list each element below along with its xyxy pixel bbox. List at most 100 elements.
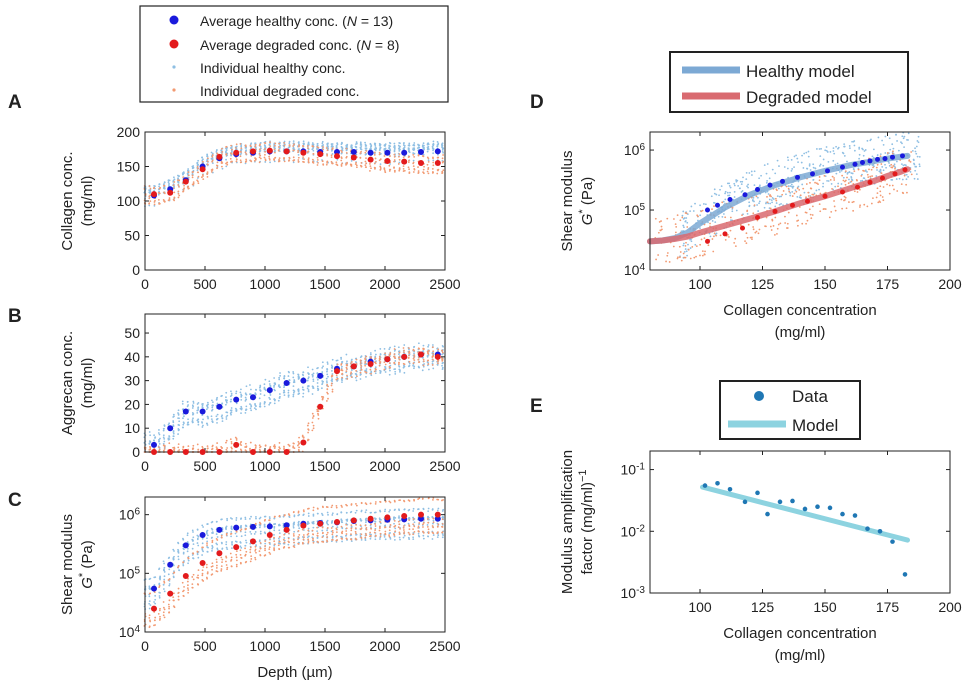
individual-degraded-point	[364, 524, 367, 527]
individual-healthy-point	[822, 164, 825, 167]
individual-degraded-point	[752, 226, 755, 228]
individual-healthy-point	[172, 437, 175, 440]
individual-healthy-point	[321, 142, 324, 145]
panel-letter-d: D	[530, 92, 544, 113]
individual-degraded-point	[287, 537, 290, 540]
individual-degraded-point	[321, 536, 324, 539]
individual-healthy-point	[326, 370, 328, 373]
individual-healthy-point	[417, 144, 420, 147]
individual-healthy-point	[370, 371, 373, 374]
individual-degraded-point	[360, 364, 362, 367]
individual-degraded-point	[159, 186, 162, 189]
individual-degraded-point	[283, 142, 286, 144]
individual-degraded-point	[288, 444, 291, 447]
individual-degraded-point	[875, 166, 878, 169]
individual-healthy-point	[746, 185, 748, 188]
individual-degraded-point	[201, 176, 203, 179]
individual-healthy-point	[168, 435, 171, 438]
individual-healthy-point	[287, 391, 290, 394]
individual-degraded-point	[302, 534, 305, 536]
individual-degraded-point	[379, 521, 382, 523]
individual-healthy-point	[207, 417, 209, 420]
individual-degraded-point	[191, 586, 194, 589]
individual-healthy-point	[436, 145, 438, 148]
individual-healthy-point	[724, 190, 727, 193]
individual-degraded-point	[369, 531, 372, 534]
individual-healthy-point	[684, 248, 687, 250]
individual-degraded-point	[297, 542, 300, 545]
individual-degraded-point	[754, 231, 757, 234]
individual-degraded-point	[888, 184, 891, 187]
individual-healthy-point	[245, 149, 248, 152]
individual-degraded-point	[369, 165, 372, 168]
individual-degraded-point	[264, 545, 267, 547]
individual-degraded-point	[335, 535, 338, 538]
avg-degraded-point	[283, 449, 290, 455]
individual-healthy-point	[211, 546, 214, 548]
individual-degraded-point	[268, 548, 271, 551]
individual-healthy-point	[311, 142, 314, 144]
individual-healthy-point	[383, 347, 386, 350]
individual-healthy-point	[215, 418, 218, 421]
individual-healthy-point	[263, 386, 266, 389]
avg-degraded-point	[151, 449, 157, 455]
individual-healthy-point	[822, 182, 825, 185]
individual-healthy-point	[259, 402, 262, 405]
individual-healthy-point	[202, 550, 204, 553]
individual-degraded-point	[330, 527, 333, 529]
individual-healthy-point	[306, 379, 309, 382]
individual-degraded-point	[273, 543, 276, 546]
individual-healthy-point	[346, 360, 348, 363]
individual-degraded-point	[231, 153, 233, 155]
individual-healthy-point	[215, 533, 218, 535]
y-tick-label: 40	[124, 349, 140, 365]
avg-degraded-point	[418, 511, 424, 518]
individual-degraded-point	[235, 556, 238, 559]
individual-healthy-point	[898, 177, 901, 180]
individual-degraded-point	[437, 362, 439, 365]
individual-healthy-point	[789, 194, 792, 197]
individual-degraded-point	[326, 536, 329, 539]
individual-degraded-point	[254, 558, 257, 561]
individual-degraded-point	[148, 202, 151, 205]
individual-degraded-point	[225, 441, 227, 444]
individual-degraded-point	[221, 446, 223, 449]
individual-healthy-point	[916, 140, 919, 142]
individual-degraded-point	[202, 178, 205, 181]
individual-healthy-point	[859, 180, 862, 182]
individual-degraded-point	[393, 155, 396, 158]
individual-degraded-point	[306, 439, 309, 442]
individual-healthy-point	[797, 161, 799, 164]
individual-degraded-point	[163, 184, 166, 187]
individual-degraded-point	[206, 542, 208, 545]
individual-healthy-point	[283, 140, 286, 143]
individual-healthy-point	[244, 534, 247, 537]
individual-healthy-point	[206, 532, 208, 535]
individual-degraded-point	[341, 376, 344, 379]
individual-degraded-point	[206, 572, 209, 575]
individual-degraded-point	[350, 529, 353, 532]
individual-healthy-point	[259, 532, 262, 535]
individual-healthy-point	[245, 385, 248, 388]
individual-degraded-point	[322, 531, 324, 534]
individual-healthy-point	[914, 169, 917, 172]
individual-degraded-point	[234, 147, 237, 149]
individual-degraded-point	[819, 192, 822, 195]
individual-degraded-point	[695, 255, 697, 258]
individual-healthy-point	[153, 576, 156, 579]
individual-healthy-point	[863, 177, 866, 180]
individual-healthy-point	[680, 230, 683, 233]
individual-degraded-point	[322, 506, 324, 509]
individual-healthy-point	[178, 428, 180, 431]
individual-degraded-point	[297, 511, 300, 514]
individual-degraded-point	[383, 368, 386, 371]
individual-degraded-point	[317, 410, 320, 413]
individual-degraded-point	[379, 165, 382, 168]
individual-degraded-point	[360, 537, 363, 539]
individual-degraded-point	[178, 185, 180, 188]
individual-degraded-point	[229, 552, 232, 555]
individual-degraded-point	[857, 168, 860, 171]
individual-degraded-point	[788, 190, 791, 193]
individual-degraded-point	[273, 158, 275, 160]
individual-degraded-point	[312, 506, 315, 509]
